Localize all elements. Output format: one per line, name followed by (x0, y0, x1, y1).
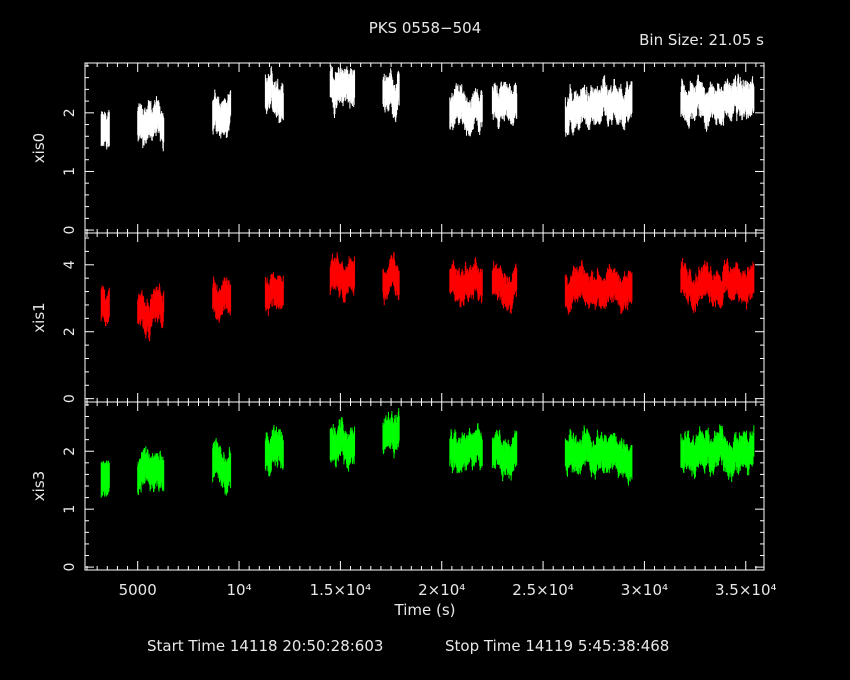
x-tick-label: 3×10⁴ (621, 581, 668, 599)
y-axis-label: xis0 (30, 133, 48, 163)
y-tick-label: 2 (62, 108, 78, 117)
series-xis0 (100, 65, 755, 152)
x-tick-label: 10⁴ (226, 581, 251, 599)
y-tick-label: 1 (62, 167, 78, 176)
y-tick-label: 4 (62, 260, 78, 269)
panel-xis0: 0 1 2 xis0 (30, 62, 765, 235)
y-tick-label: 0 (62, 394, 78, 403)
bin-size-label: Bin Size: 21.05 s (639, 31, 764, 49)
y-axis-label: xis3 (30, 471, 48, 501)
x-tick-label: 5000 (119, 581, 157, 599)
series-xis1 (100, 252, 755, 342)
panel-frame (84, 62, 765, 234)
x-ticks (85, 402, 764, 570)
x-tick-label: 3.5×10⁴ (715, 581, 777, 599)
x-tick-labels: 5000 10⁴ 1.5×10⁴ 2×10⁴ 2.5×10⁴ 3×10⁴ 3.5×10⁴ (119, 581, 777, 599)
y-tick-label: 2 (62, 327, 78, 336)
panels: 0 1 2 xis0 0 2 4 xis1 0 1 2 xis3 (30, 62, 765, 572)
y-tick-label: 0 (62, 226, 78, 235)
y-tick-label: 0 (62, 563, 78, 572)
panel-xis1: 0 2 4 xis1 (30, 232, 765, 403)
panel-frame (84, 401, 765, 571)
x-tick-label: 1.5×10⁴ (310, 581, 372, 599)
x-axis-label: Time (s) (394, 601, 456, 619)
x-ticks (85, 63, 764, 233)
y-tick-label: 2 (62, 447, 78, 456)
x-tick-label: 2×10⁴ (418, 581, 465, 599)
panel-xis3: 0 1 2 xis3 (30, 401, 765, 572)
y-tick-label: 1 (62, 505, 78, 514)
x-ticks (85, 233, 764, 402)
y-axis-label: xis1 (30, 302, 48, 332)
x-tick-label: 2.5×10⁴ (512, 581, 574, 599)
series-xis3 (100, 408, 755, 498)
start-time-label: Start Time 14118 20:50:28:603 (147, 637, 383, 655)
panel-frame (84, 232, 765, 403)
stop-time-label: Stop Time 14119 5:45:38:468 (445, 637, 669, 655)
chart-title: PKS 0558−504 (369, 19, 482, 37)
